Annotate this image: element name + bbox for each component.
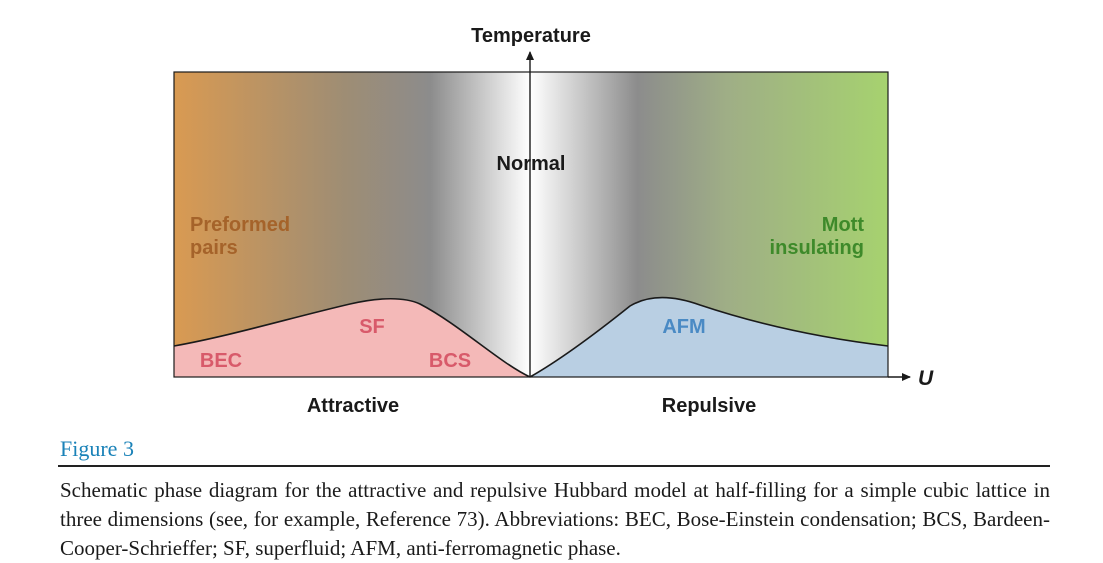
preformed-pairs-label-line2: pairs — [190, 237, 238, 259]
afm-label: AFM — [662, 316, 705, 338]
u-axis-label: U — [918, 367, 934, 390]
afm-boundary-line — [529, 296, 889, 378]
phase-diagram: Temperature U Normal Preformed pairs Mot… — [173, 25, 934, 417]
sf-boundary-line — [173, 298, 531, 378]
mott-insulating-label-line2: insulating — [770, 237, 864, 259]
diagram-frame — [173, 71, 889, 378]
temperature-axis-label: Temperature — [471, 25, 591, 47]
preformed-pairs-label-line1: Preformed — [190, 214, 290, 236]
bec-label: BEC — [200, 350, 242, 372]
mott-insulating-label-line1: Mott — [822, 214, 865, 236]
attractive-label: Attractive — [307, 395, 399, 417]
caption-divider — [58, 465, 1050, 467]
figure-label: Figure 3 — [60, 436, 134, 461]
superfluid-region — [174, 298, 530, 377]
bcs-label: BCS — [429, 350, 471, 372]
afm-region — [530, 297, 888, 377]
figure-caption: Schematic phase diagram for the attracti… — [60, 478, 1050, 560]
normal-label: Normal — [497, 153, 566, 175]
superfluid-label: SF — [359, 316, 385, 338]
repulsive-label: Repulsive — [662, 395, 756, 417]
